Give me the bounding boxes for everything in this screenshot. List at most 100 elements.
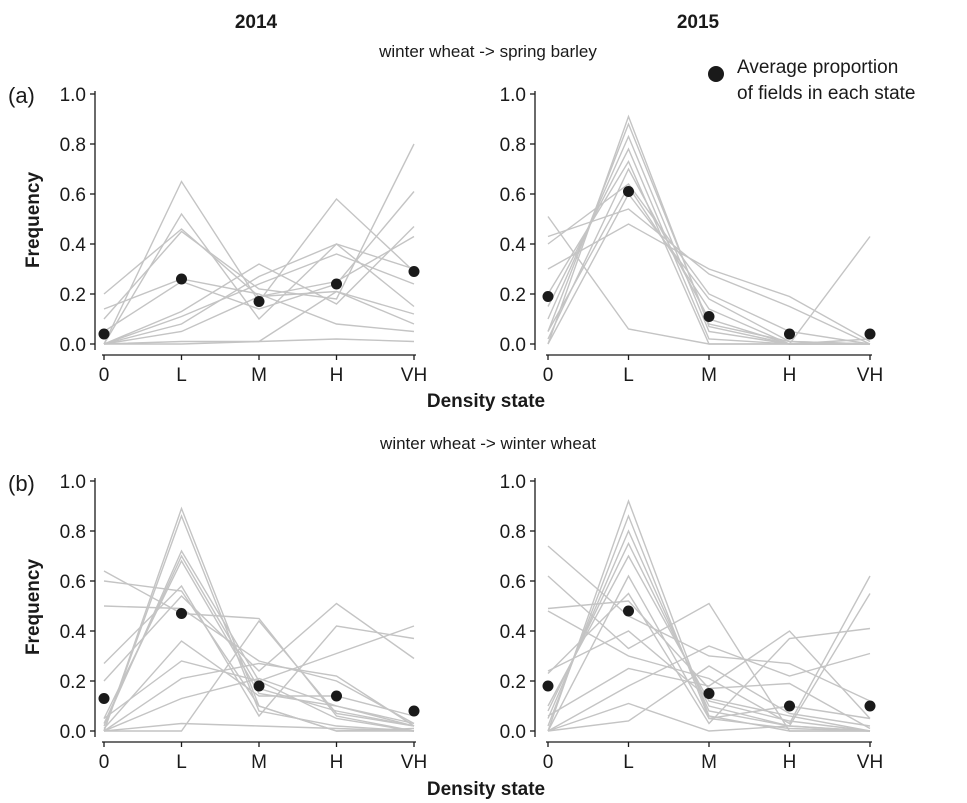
y-tick-label: 1.0 xyxy=(500,85,526,106)
x-tick-label: M xyxy=(251,365,267,386)
column-title-2014: 2014 xyxy=(235,12,278,33)
column-title-2015: 2015 xyxy=(677,12,720,33)
field-line xyxy=(103,191,415,333)
average-point xyxy=(784,700,795,712)
y-tick-label: 0.4 xyxy=(500,622,527,643)
average-point xyxy=(331,690,342,702)
x-axis-label-a: Density state xyxy=(427,391,545,412)
field-line xyxy=(103,640,415,729)
y-tick-label: 0.2 xyxy=(500,672,526,693)
legend-marker xyxy=(708,66,724,82)
y-tick-label: 0.0 xyxy=(500,335,526,356)
average-point xyxy=(542,680,554,692)
x-tick-label: 0 xyxy=(543,752,554,773)
x-tick-label: VH xyxy=(401,752,427,773)
panel-a-2015: 0.0 0.2 0.4 0.6 0.8 1.0 0 L M H VH xyxy=(500,85,884,386)
field-line xyxy=(103,584,415,718)
average-point xyxy=(408,705,420,717)
average-point xyxy=(253,296,265,307)
y-tick-label: 0.8 xyxy=(60,135,86,156)
field-line xyxy=(547,223,871,343)
x-tick-label: H xyxy=(330,365,344,386)
average-point xyxy=(784,328,795,340)
x-tick-label: L xyxy=(623,365,634,386)
field-line xyxy=(547,592,871,725)
x-tick-label: H xyxy=(783,365,797,386)
row-title-winter-wheat: winter wheat -> winter wheat xyxy=(379,434,596,453)
x-axis-label-b: Density state xyxy=(427,779,545,800)
field-line xyxy=(547,630,871,719)
field-line xyxy=(103,570,415,732)
average-point xyxy=(542,291,554,302)
field-line xyxy=(103,226,415,345)
y-tick-label: 0.2 xyxy=(500,285,526,306)
x-tick-label: VH xyxy=(857,752,883,773)
field-line xyxy=(103,605,415,725)
average-point xyxy=(98,328,110,340)
average-point xyxy=(253,680,265,692)
field-line xyxy=(104,619,415,732)
average-point xyxy=(864,328,876,340)
legend-text-line1: Average proportion xyxy=(737,57,898,78)
average-point xyxy=(98,693,110,704)
field-line xyxy=(547,185,871,345)
x-tick-label: L xyxy=(176,752,187,773)
y-tick-label: 1.0 xyxy=(60,85,86,106)
x-tick-label: 0 xyxy=(99,365,110,386)
field-line xyxy=(547,114,870,345)
x-tick-label: VH xyxy=(857,365,883,386)
field-line xyxy=(103,143,415,320)
field-line xyxy=(547,541,871,732)
y-tick-label: 0.0 xyxy=(60,722,86,743)
field-line xyxy=(103,253,415,345)
field-line xyxy=(547,208,871,345)
y-axis-label-a: Frequency xyxy=(23,172,44,269)
average-point xyxy=(331,278,342,290)
panel-label-b: (b) xyxy=(8,471,35,496)
average-point xyxy=(703,688,715,699)
field-line xyxy=(547,574,871,732)
field-line xyxy=(103,212,415,345)
y-tick-label: 0.4 xyxy=(500,235,527,256)
average-point xyxy=(176,273,187,285)
field-line xyxy=(547,665,871,732)
field-line xyxy=(103,554,415,727)
field-line xyxy=(103,594,415,682)
y-tick-label: 1.0 xyxy=(500,472,526,493)
y-axis-label-b: Frequency xyxy=(23,559,44,656)
y-tick-label: 1.0 xyxy=(60,472,86,493)
average-point xyxy=(864,700,876,712)
x-tick-label: M xyxy=(701,752,717,773)
average-point xyxy=(408,266,420,277)
y-tick-label: 0.6 xyxy=(60,185,86,206)
field-line xyxy=(103,722,415,732)
panel-b-2015: 0.0 0.2 0.4 0.6 0.8 1.0 0 L M H VH xyxy=(500,472,884,773)
y-tick-label: 0.6 xyxy=(60,572,86,593)
field-line xyxy=(103,243,415,345)
field-line xyxy=(103,580,414,732)
x-tick-label: M xyxy=(251,752,267,773)
x-tick-label: H xyxy=(783,752,797,773)
panel-a-2014: 0.0 0.2 0.4 0.6 0.8 1.0 0 L M H VH xyxy=(60,85,428,386)
x-tick-label: M xyxy=(701,365,717,386)
panel-label-a: (a) xyxy=(8,83,35,108)
average-point xyxy=(623,186,634,197)
y-tick-label: 0.2 xyxy=(60,672,86,693)
panel-b-2014: 0.0 0.2 0.4 0.6 0.8 1.0 0 L M H VH xyxy=(60,472,428,773)
field-line xyxy=(547,593,871,732)
y-tick-label: 0.8 xyxy=(500,522,526,543)
y-tick-label: 0.8 xyxy=(500,135,526,156)
y-tick-label: 0.2 xyxy=(60,285,86,306)
field-line xyxy=(547,575,871,725)
y-tick-label: 0.4 xyxy=(60,622,87,643)
y-tick-label: 0.6 xyxy=(500,185,526,206)
y-tick-label: 0.0 xyxy=(60,335,86,356)
field-line xyxy=(547,545,871,702)
x-tick-label: VH xyxy=(401,365,427,386)
field-line xyxy=(104,338,415,345)
average-point xyxy=(176,608,187,619)
x-tick-label: 0 xyxy=(99,752,110,773)
y-tick-label: 0.8 xyxy=(60,522,86,543)
average-point xyxy=(703,311,715,322)
